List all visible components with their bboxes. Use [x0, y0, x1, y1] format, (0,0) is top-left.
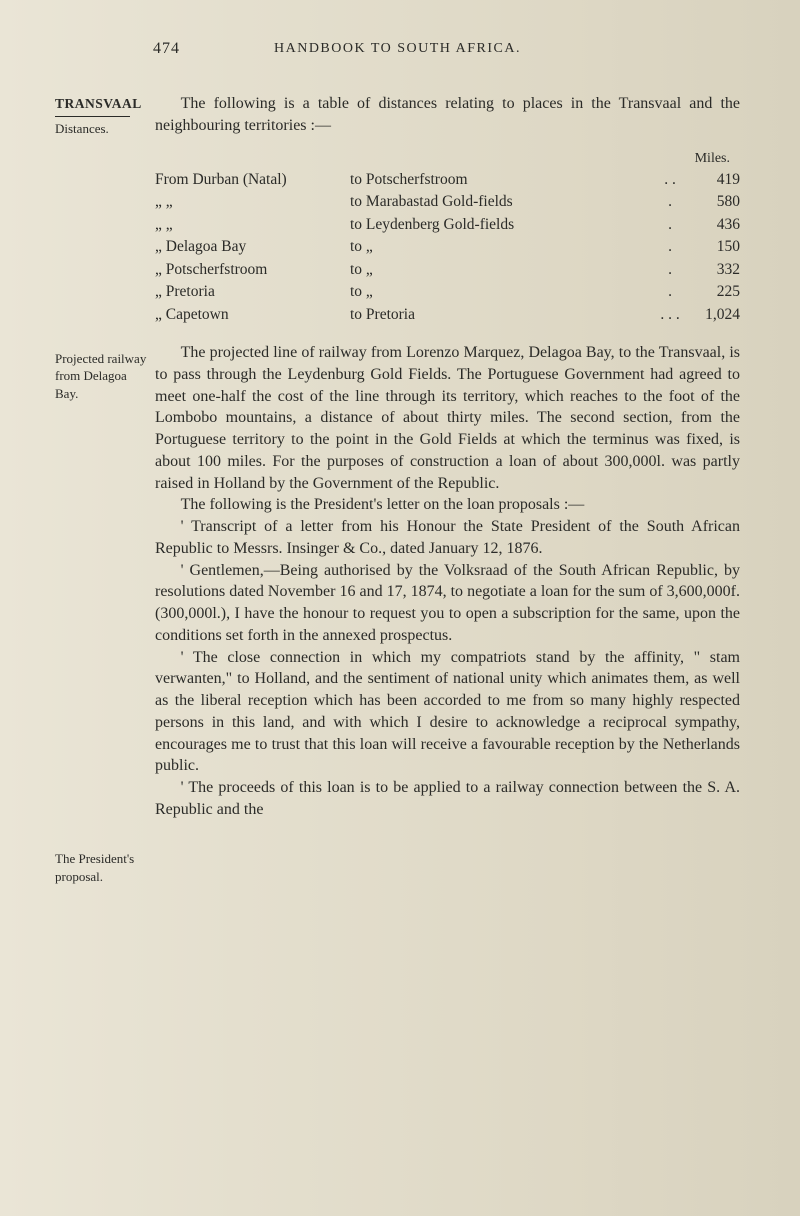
paragraph-close-connection: ' The close connection in which my compa… — [155, 647, 740, 778]
cell-dots: . . . — [655, 304, 685, 326]
page-container: 474 HANDBOOK TO SOUTH AFRICA. TRANSVAAL … — [0, 0, 800, 1216]
cell-to: to Marabastad Gold-fields — [350, 191, 655, 213]
table-row: „ Potscherfstroom to „ . 332 — [155, 259, 740, 281]
paragraph-loan-intro: The following is the President's letter … — [155, 494, 740, 516]
miles-heading: Miles. — [155, 149, 740, 169]
cell-from: „ Capetown — [155, 304, 350, 326]
cell-dots: . — [655, 281, 685, 303]
cell-value: 332 — [685, 259, 740, 281]
cell-from: „ Delagoa Bay — [155, 236, 350, 258]
cell-to: to Potscherfstroom — [350, 169, 655, 191]
table-row: „ Pretoria to „ . 225 — [155, 281, 740, 303]
distance-table: Miles. From Durban (Natal) to Potscherfs… — [155, 149, 740, 327]
cell-to: to „ — [350, 259, 655, 281]
cell-dots: . . — [655, 169, 685, 191]
margin-label-transvaal: TRANSVAAL Distances. — [55, 95, 147, 138]
cell-to: to Leydenberg Gold-fields — [350, 214, 655, 236]
cell-value: 1,024 — [685, 304, 740, 326]
cell-dots: . — [655, 259, 685, 281]
page-number: 474 — [153, 40, 180, 58]
cell-value: 580 — [685, 191, 740, 213]
cell-dots: . — [655, 236, 685, 258]
margin-text-projected: Projected railway from Delagoa Bay. — [55, 351, 146, 401]
cell-from: „ Potscherfstroom — [155, 259, 350, 281]
table-row: „ Capetown to Pretoria . . . 1,024 — [155, 304, 740, 326]
table-row: „ „ to Leydenberg Gold-fields . 436 — [155, 214, 740, 236]
content-row: TRANSVAAL Distances. Projected railway f… — [55, 93, 740, 886]
table-row: „ Delagoa Bay to „ . 150 — [155, 236, 740, 258]
table-row: From Durban (Natal) to Potscherfstroom .… — [155, 169, 740, 191]
running-title: HANDBOOK TO SOUTH AFRICA. — [274, 41, 521, 57]
margin-column: TRANSVAAL Distances. Projected railway f… — [55, 93, 147, 886]
paragraph-transcript: ' Transcript of a letter from his Honour… — [155, 516, 740, 560]
margin-text-president: The President's proposal. — [55, 851, 134, 884]
cell-dots: . — [655, 214, 685, 236]
margin-label-projected: Projected railway from Delagoa Bay. — [55, 350, 147, 403]
intro-paragraph: The following is a table of distances re… — [155, 93, 740, 137]
cell-from: From Durban (Natal) — [155, 169, 350, 191]
paragraph-proceeds: ' The proceeds of this loan is to be app… — [155, 777, 740, 821]
margin-text-bold: TRANSVAAL — [55, 96, 142, 111]
margin-text-distances: Distances. — [55, 121, 109, 136]
cell-from: „ Pretoria — [155, 281, 350, 303]
margin-divider — [55, 116, 130, 117]
cell-dots: . — [655, 191, 685, 213]
paragraph-projected: The projected line of railway from Loren… — [155, 342, 740, 494]
cell-from: „ „ — [155, 214, 350, 236]
table-row: „ „ to Marabastad Gold-fields . 580 — [155, 191, 740, 213]
cell-to: to „ — [350, 236, 655, 258]
body-column: The following is a table of distances re… — [155, 93, 740, 886]
margin-label-president: The President's proposal. — [55, 850, 147, 885]
cell-value: 150 — [685, 236, 740, 258]
cell-to: to Pretoria — [350, 304, 655, 326]
cell-value: 436 — [685, 214, 740, 236]
cell-from: „ „ — [155, 191, 350, 213]
cell-value: 419 — [685, 169, 740, 191]
paragraph-gentlemen: ' Gentlemen,—Being authorised by the Vol… — [155, 560, 740, 647]
cell-to: to „ — [350, 281, 655, 303]
cell-value: 225 — [685, 281, 740, 303]
running-head: 474 HANDBOOK TO SOUTH AFRICA. — [55, 40, 740, 57]
